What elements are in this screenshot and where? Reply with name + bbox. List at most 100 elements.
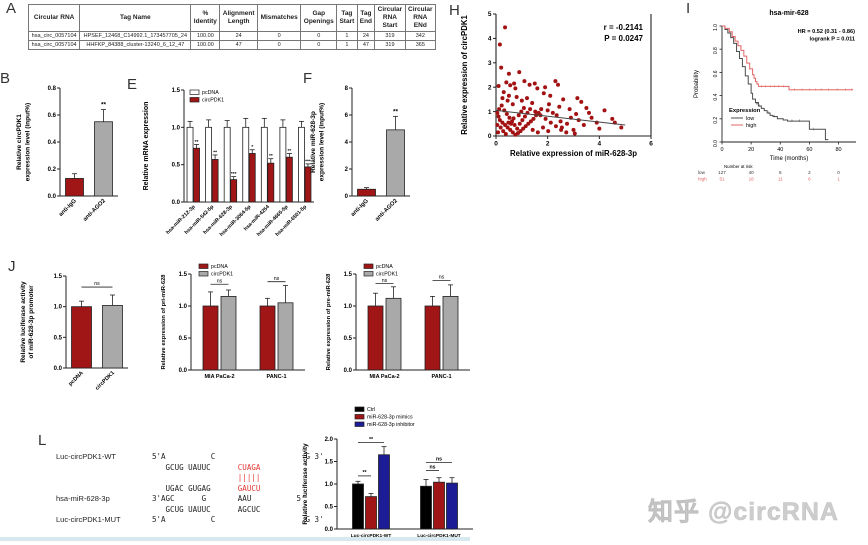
svg-text:60: 60 (806, 147, 812, 153)
svg-text:5: 5 (488, 11, 492, 18)
svg-text:pcDNA: pcDNA (68, 370, 85, 387)
svg-text:PANC-1: PANC-1 (431, 374, 451, 380)
panel-f-chart: 0 2 4 6 8 Relative miR-628-3p expression level… (306, 74, 428, 254)
table-row: hsa_circ_0057104 HHFKP_84388_cluster-1324… (27, 40, 437, 51)
svg-text:+: + (760, 84, 763, 90)
svg-text:low: low (746, 116, 754, 122)
alignment-label (56, 484, 152, 495)
table-cell: 365 (404, 40, 437, 51)
svg-text:Luc-circPDK1-MUT: Luc-circPDK1-MUT (417, 533, 461, 539)
svg-text:1.5: 1.5 (179, 272, 188, 278)
svg-text:18: 18 (749, 177, 755, 182)
svg-text:***: *** (305, 158, 311, 164)
svg-text:4: 4 (488, 36, 492, 43)
svg-text:0.0: 0.0 (713, 140, 719, 147)
svg-text:Relative expression of circPDK: Relative expression of circPDK1 (460, 15, 469, 135)
svg-text:0: 0 (345, 194, 349, 200)
svg-text:4: 4 (345, 140, 349, 146)
svg-text:expression level (input%): expression level (input%) (319, 103, 326, 181)
svg-text:ns: ns (382, 278, 388, 284)
svg-text:3: 3 (488, 60, 492, 67)
svg-text:0.2: 0.2 (713, 117, 719, 124)
svg-text:anti-AGO2: anti-AGO2 (82, 198, 107, 223)
panel-j-pri-mir-chart: 0.0 0.5 1.0 1.5 Relative expression of pri-m… (155, 262, 317, 412)
svg-text:Relative luciferase activity: Relative luciferase activity (20, 281, 27, 363)
svg-text:0: 0 (720, 147, 723, 153)
svg-text:PANC-1: PANC-1 (266, 374, 286, 380)
svg-text:0.4: 0.4 (48, 140, 57, 146)
svg-text:MIA PaCa-2: MIA PaCa-2 (204, 374, 234, 380)
alignment-sequence: GCUG UAUUC AGCUC (152, 504, 261, 514)
svg-text:4: 4 (598, 141, 602, 148)
svg-text:miR-628-3p inhibitor: miR-628-3p inhibitor (367, 422, 415, 428)
svg-text:Relative miR-628-3p: Relative miR-628-3p (310, 111, 317, 173)
alignment-label (56, 463, 152, 474)
svg-text:6: 6 (345, 113, 349, 119)
svg-text:ns: ns (274, 276, 280, 282)
table-header-cell: Gap Openings (300, 3, 338, 33)
svg-text:+: + (827, 87, 830, 93)
panel-label-l: L (38, 432, 47, 449)
svg-text:Relative luciferase activity: Relative luciferase activity (302, 443, 309, 525)
svg-text:Time (months): Time (months) (770, 156, 808, 162)
table-cell: 47 (356, 40, 376, 51)
svg-text:+: + (773, 84, 776, 90)
svg-text:anti-IgG: anti-IgG (58, 198, 78, 218)
alignment-sequence: UGAC GUGAG GAUCU (152, 483, 261, 493)
svg-text:40: 40 (777, 147, 783, 153)
svg-text:+: + (777, 84, 780, 90)
svg-text:0.0: 0.0 (325, 527, 334, 533)
panel-i-km-plot: hsa-mir-628 0.0 0.2 0.4 0.6 0.8 1.0 0 20 40 60 80 Pr… (692, 6, 868, 206)
table-cell: 0 (300, 40, 338, 51)
table-cell: hsa_circ_0057104 (27, 31, 81, 42)
svg-text:0.0: 0.0 (54, 366, 63, 372)
table-header-cell: Alignment Length (219, 3, 259, 33)
svg-text:80: 80 (835, 147, 841, 153)
svg-text:6: 6 (779, 170, 782, 175)
svg-text:0.5: 0.5 (54, 335, 63, 341)
svg-text:circPDK1: circPDK1 (94, 370, 116, 392)
svg-text:ns: ns (436, 457, 442, 463)
svg-text:ns: ns (217, 278, 223, 284)
panel-label-f: F (303, 70, 313, 87)
table-header-cell: Mismatches (257, 3, 302, 33)
svg-text:+: + (798, 119, 801, 125)
svg-text:0.5: 0.5 (179, 336, 188, 342)
svg-text:**: ** (362, 470, 367, 476)
alignment-row: GCUG UAUUC AGCUC (56, 505, 324, 516)
alignment-row: UGAC GUGAG GAUCU (56, 484, 324, 495)
panel-label-e: E (127, 76, 138, 93)
svg-text:2.0: 2.0 (325, 437, 334, 443)
bottom-decorative-strip (0, 537, 470, 541)
svg-text:pcDNA: pcDNA (211, 264, 228, 270)
table-cell: 1 (336, 31, 358, 42)
svg-text:ns: ns (429, 465, 435, 471)
svg-text:1.0: 1.0 (172, 125, 181, 131)
svg-text:Expression: Expression (729, 108, 761, 114)
table-cell: 0 (300, 31, 338, 42)
table-cell: 24 (219, 31, 259, 42)
panel-label-a: A (6, 0, 17, 17)
svg-text:hsa-mir-628: hsa-mir-628 (769, 10, 808, 17)
svg-text:1.0: 1.0 (344, 304, 353, 310)
svg-text:1: 1 (837, 177, 840, 182)
table-cell: 0 (257, 31, 302, 42)
svg-text:0.0: 0.0 (172, 200, 181, 206)
svg-text:6: 6 (808, 177, 811, 182)
svg-text:0: 0 (494, 141, 498, 148)
svg-text:**: ** (195, 139, 199, 145)
alignment-label: hsa-miR-628-3p (56, 494, 110, 503)
svg-text:1.5: 1.5 (172, 88, 181, 94)
alignment-row: Luc-circPDK1-WT 5'A C G 3' (56, 452, 324, 463)
svg-text:Probability: Probability (694, 70, 700, 98)
alignment-sequence: ||||| (237, 473, 261, 482)
svg-text:**: ** (101, 102, 107, 109)
svg-text:0.0: 0.0 (179, 368, 188, 374)
svg-text:2: 2 (808, 170, 811, 175)
svg-text:6: 6 (649, 141, 653, 148)
svg-text:*: * (251, 144, 253, 150)
svg-text:r = -0.2141: r = -0.2141 (604, 23, 644, 32)
svg-text:0: 0 (837, 170, 840, 175)
svg-text:+: + (844, 87, 847, 93)
